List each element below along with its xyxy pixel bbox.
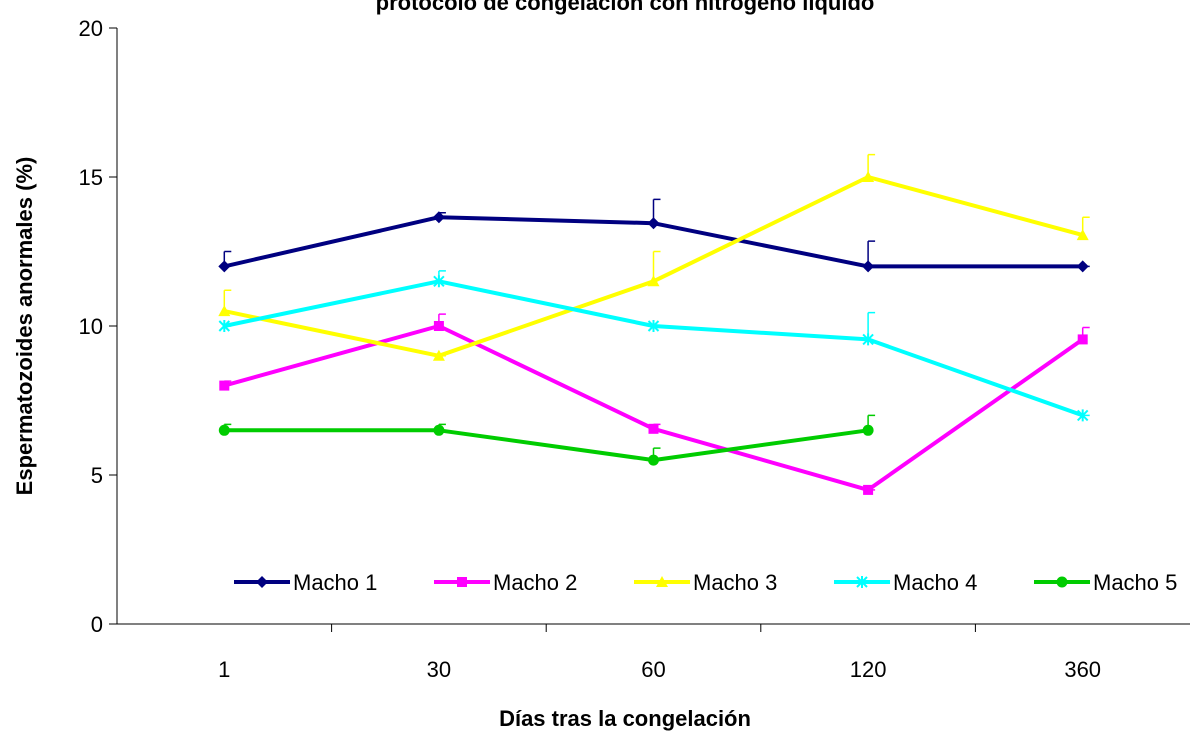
marker [648,454,659,466]
marker [656,576,668,587]
marker [218,424,230,436]
series-line [224,428,869,463]
marker [863,484,874,495]
legend-label: Macho 5 [1093,570,1177,595]
y-axis-label: Espermatozoides anormales (%) [12,157,37,496]
marker [256,576,268,588]
marker [1076,409,1089,422]
marker [648,423,659,434]
marker [647,320,660,332]
marker [218,305,231,317]
legend-label: Macho 2 [493,570,577,595]
marker [1056,576,1068,588]
x-tick-label: 360 [1064,657,1101,682]
y-tick-label: 0 [91,612,103,637]
marker [433,275,445,288]
chart-title: protocolo de congelación con nitrógeno l… [376,0,875,15]
x-tick-label: 30 [427,657,451,682]
legend-label: Macho 1 [293,570,377,595]
marker [856,576,868,588]
marker [647,275,660,287]
y-tick-label: 15 [79,165,103,190]
marker [862,171,875,182]
marker [862,333,874,346]
x-axis-label: Días tras la congelación [499,706,751,731]
legend-label: Macho 4 [893,570,977,595]
marker [1076,260,1089,273]
marker [647,217,660,230]
marker [218,320,231,332]
x-tick-label: 1 [218,657,230,682]
marker [862,260,875,273]
marker [218,260,231,273]
x-tick-label: 120 [850,657,887,682]
marker [1076,229,1089,241]
x-tick-label: 60 [641,657,665,682]
y-tick-label: 5 [91,463,103,488]
marker [433,424,445,436]
marker [1077,334,1088,345]
y-tick-label: 20 [79,16,103,41]
marker [433,321,444,331]
legend-label: Macho 3 [693,570,777,595]
marker [432,349,445,361]
y-tick-label: 10 [79,314,103,339]
marker [457,577,467,587]
marker [219,380,230,391]
marker [862,424,874,436]
marker [432,211,445,224]
